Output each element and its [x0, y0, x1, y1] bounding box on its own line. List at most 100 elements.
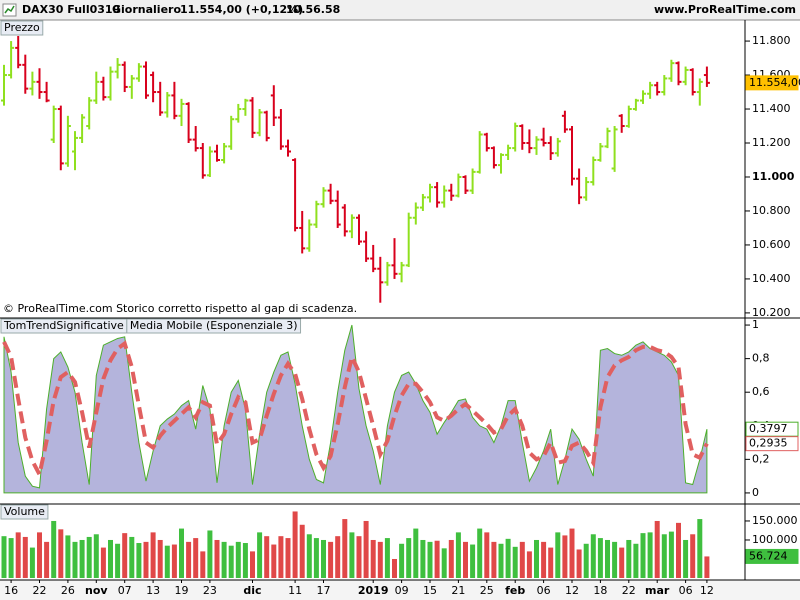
volume-bar — [115, 543, 121, 578]
volume-bar — [377, 541, 383, 578]
x-tick-label: 06 — [537, 584, 551, 597]
volume-bar — [72, 541, 78, 578]
volume-bar — [271, 544, 277, 578]
symbol: DAX30 Full0319 — [22, 3, 120, 16]
volume-bar — [171, 544, 177, 578]
volume-bar — [129, 536, 135, 578]
x-tick-label: mar — [645, 584, 670, 597]
volume-bar — [186, 541, 192, 578]
volume-bar — [626, 539, 632, 578]
y-tick-label: 100.000 — [752, 533, 798, 546]
volume-bar — [690, 534, 696, 578]
volume-bar — [179, 528, 184, 578]
volume-bar — [164, 545, 170, 578]
x-tick-label: 06 — [679, 584, 693, 597]
volume-bar — [576, 549, 582, 578]
period: Giornaliero — [112, 3, 181, 16]
volume-bar — [22, 536, 28, 578]
y-tick-label: 10.400 — [752, 272, 791, 285]
volume-bar — [250, 551, 255, 578]
moving-average-line — [2, 340, 709, 481]
volume-bar — [93, 534, 99, 578]
volume-bar — [526, 551, 532, 578]
y-tick-label: 11.400 — [752, 102, 791, 115]
volume-bar — [654, 520, 660, 578]
x-tick-label: 16 — [4, 584, 18, 597]
volume-bar — [228, 545, 234, 578]
x-tick-label: 22 — [33, 584, 47, 597]
x-tick-label: 09 — [395, 584, 409, 597]
x-tick-label: 2019 — [358, 584, 389, 597]
panel-label: Prezzo — [4, 21, 40, 34]
volume-bar — [299, 524, 305, 578]
volume-bar — [406, 538, 412, 578]
current-value-label: 0,3797 — [749, 422, 788, 435]
volume-bar — [562, 535, 568, 578]
y-tick-label: 0 — [752, 486, 759, 499]
x-tick-label: 22 — [622, 584, 636, 597]
volume-bar — [214, 539, 220, 578]
volume-bar — [647, 532, 653, 578]
volume-bar — [519, 541, 525, 578]
volume-bar — [136, 543, 142, 578]
y-tick-label: 0,2 — [752, 452, 770, 465]
y-tick-label: 10.800 — [752, 204, 791, 217]
volume-bar — [342, 519, 348, 578]
x-tick-label: 23 — [203, 584, 217, 597]
volume-bar — [86, 536, 92, 578]
volume-bar — [448, 539, 454, 578]
app-icon-graph — [4, 5, 15, 14]
volume-bar — [79, 539, 85, 578]
volume-bar — [477, 528, 483, 578]
y-tick-label: 0,8 — [752, 352, 770, 365]
volume-bar — [200, 551, 206, 578]
x-tick-label: nov — [85, 584, 108, 597]
x-tick-label: 21 — [451, 584, 465, 597]
volume-bar — [285, 538, 291, 578]
volume-bar — [455, 532, 461, 578]
volume-bar — [612, 541, 618, 578]
volume-bar — [44, 541, 50, 578]
volume-bar — [292, 511, 298, 578]
x-tick-label: 15 — [423, 584, 437, 597]
current-value-box — [745, 548, 799, 564]
panel-label-box — [0, 20, 44, 36]
x-tick-label: 12 — [700, 584, 714, 597]
volume-bar — [306, 534, 312, 578]
volume-bar — [29, 547, 35, 578]
y-tick-label: 10.600 — [752, 238, 791, 251]
volume-bar — [37, 532, 42, 578]
volume-bar — [363, 520, 369, 578]
panel-label-box — [0, 504, 49, 520]
volume-bar — [108, 539, 113, 578]
volume-bar — [257, 532, 263, 578]
x-tick-label: 07 — [118, 584, 132, 597]
x-tick-label: 12 — [565, 584, 579, 597]
volume-bar — [100, 547, 106, 578]
x-tick-label: 25 — [480, 584, 494, 597]
y-tick-label: 1 — [752, 318, 759, 331]
volume-bar — [58, 529, 64, 578]
volume-bar — [242, 543, 248, 578]
volume-bar — [278, 536, 284, 578]
volume-bar — [697, 519, 703, 578]
volume-bar — [157, 539, 163, 578]
volume-bar — [65, 535, 71, 578]
volume-bar — [619, 547, 625, 578]
volume-bar — [328, 541, 334, 578]
y-tick-label: 10.200 — [752, 306, 791, 319]
volume-bar — [143, 541, 149, 578]
volume-bar — [193, 538, 199, 578]
x-axis-bar — [0, 580, 800, 600]
volume-bar — [590, 534, 596, 578]
volume-bar — [434, 540, 440, 578]
volume-bar — [413, 528, 419, 578]
volume-bar — [335, 536, 341, 578]
panel-label: TomTrendSignificative — [3, 319, 124, 332]
time: 10.56.58 — [286, 3, 340, 16]
volume-bar — [399, 543, 405, 578]
volume-bar — [633, 543, 639, 578]
volume-bar — [349, 532, 355, 578]
